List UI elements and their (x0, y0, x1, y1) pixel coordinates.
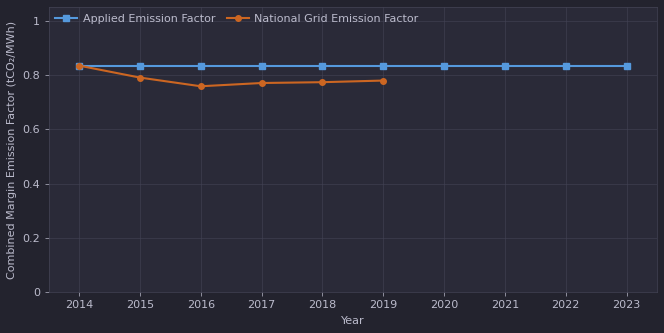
National Grid Emission Factor (136, 76, 144, 80)
Applied Emission Factor (197, 64, 205, 68)
Applied Emission Factor (440, 64, 448, 68)
Applied Emission Factor (623, 64, 631, 68)
Applied Emission Factor (258, 64, 266, 68)
Applied Emission Factor (136, 64, 144, 68)
National Grid Emission Factor (319, 80, 327, 84)
National Grid Emission Factor (379, 79, 387, 83)
X-axis label: Year: Year (341, 316, 365, 326)
National Grid Emission Factor (75, 64, 83, 68)
Line: Applied Emission Factor: Applied Emission Factor (76, 63, 629, 68)
Applied Emission Factor (562, 64, 570, 68)
Applied Emission Factor (379, 64, 387, 68)
National Grid Emission Factor (258, 81, 266, 85)
Y-axis label: Combined Margin Emission Factor (tCO₂/MWh): Combined Margin Emission Factor (tCO₂/MW… (7, 21, 17, 279)
Applied Emission Factor (75, 64, 83, 68)
Applied Emission Factor (501, 64, 509, 68)
Applied Emission Factor (319, 64, 327, 68)
National Grid Emission Factor (197, 84, 205, 88)
Line: National Grid Emission Factor: National Grid Emission Factor (76, 63, 386, 89)
Legend: Applied Emission Factor, National Grid Emission Factor: Applied Emission Factor, National Grid E… (52, 10, 422, 27)
